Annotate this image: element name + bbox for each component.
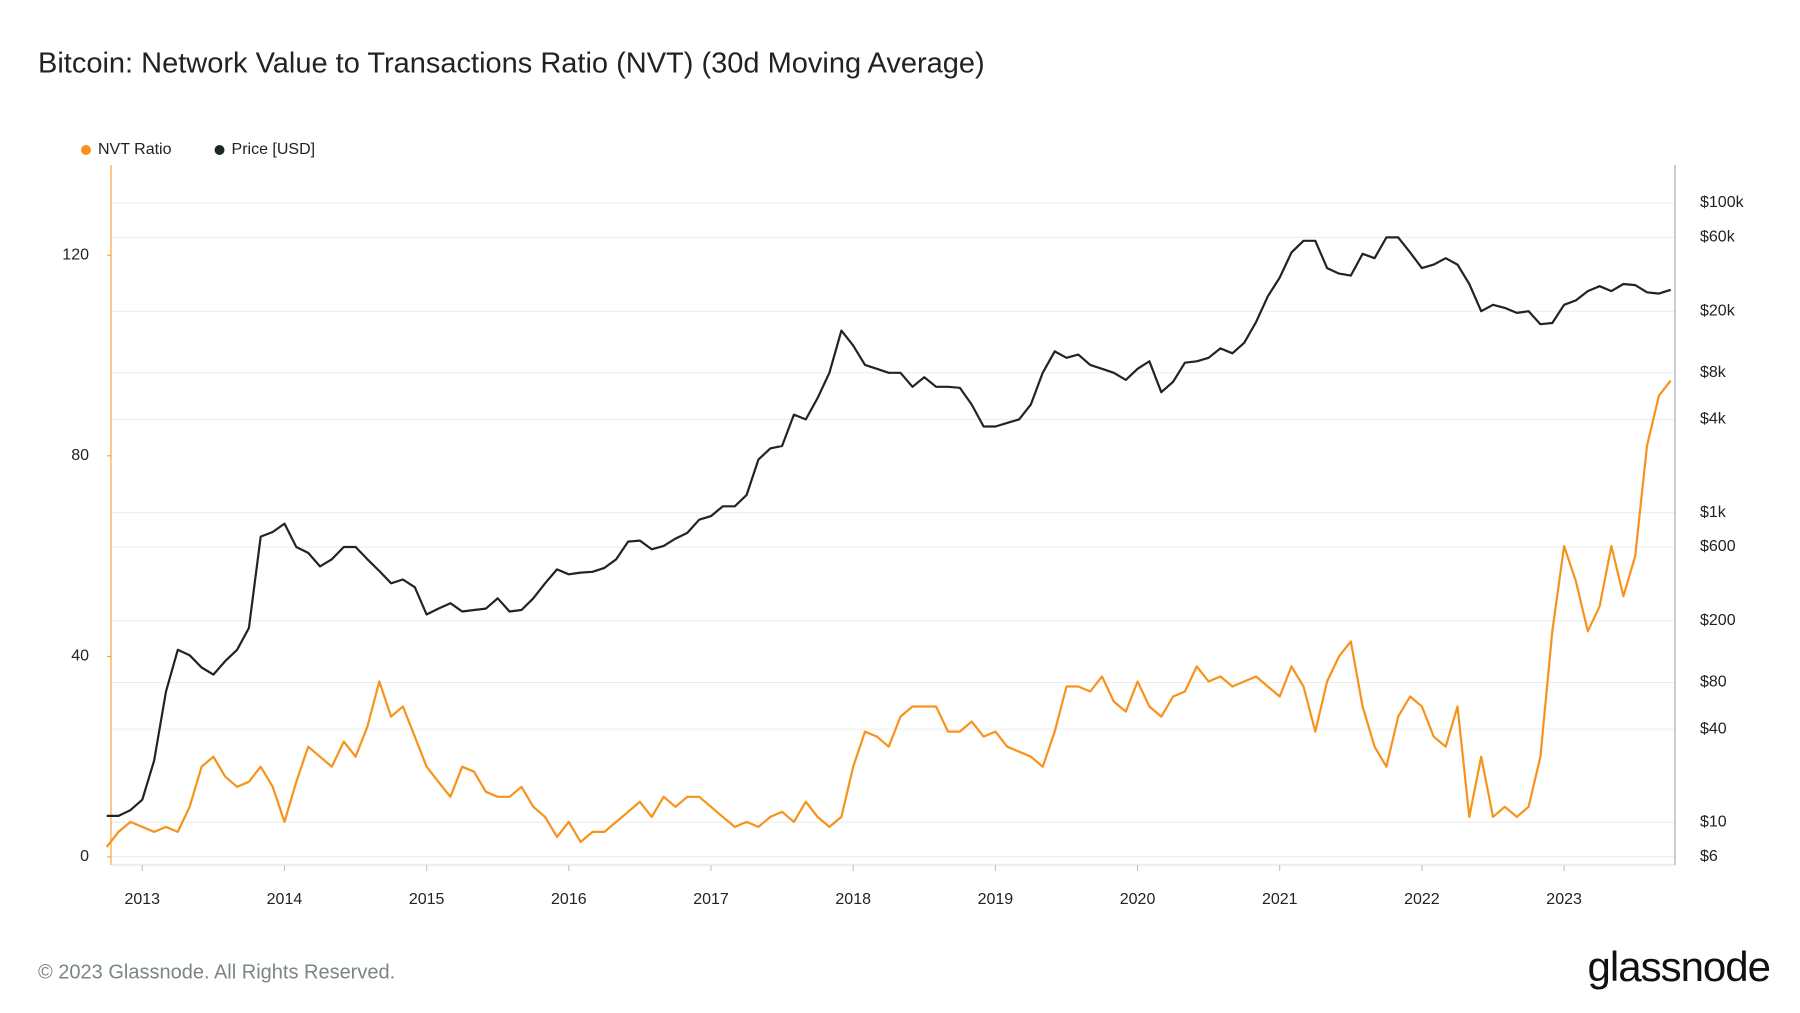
y2-tick-label: $1k: [1700, 504, 1727, 521]
legend-label: Price [USD]: [232, 141, 316, 158]
y2-tick-label: $600: [1700, 538, 1736, 555]
y-tick-label: 120: [62, 246, 89, 263]
chart-title: Bitcoin: Network Value to Transactions R…: [38, 48, 985, 80]
y2-tick-label: $40: [1700, 720, 1727, 737]
brand-logo: glassnode: [1588, 943, 1770, 990]
y2-tick-label: $200: [1700, 612, 1736, 629]
x-tick-label: 2023: [1546, 891, 1582, 908]
x-tick-label: 2020: [1120, 891, 1156, 908]
x-tick-label: 2022: [1404, 891, 1440, 908]
x-tick-label: 2015: [409, 891, 445, 908]
y2-tick-label: $60k: [1700, 229, 1736, 246]
y-tick-label: 0: [80, 848, 89, 865]
legend-marker: [214, 145, 225, 155]
y2-tick-label: $20k: [1700, 302, 1736, 319]
y2-tick-label: $100k: [1700, 194, 1745, 211]
x-tick-label: 2017: [693, 891, 729, 908]
y-tick-label: 80: [71, 447, 89, 464]
y2-tick-label: $6: [1700, 848, 1718, 865]
y2-tick-label: $4k: [1700, 411, 1727, 428]
x-tick-label: 2018: [835, 891, 871, 908]
y-tick-label: 40: [71, 648, 89, 665]
footer-note: © 2023 Glassnode. All Rights Reserved.: [38, 961, 395, 983]
y2-tick-label: $80: [1700, 674, 1727, 691]
x-tick-label: 2016: [551, 891, 587, 908]
x-tick-label: 2021: [1262, 891, 1298, 908]
legend-label: NVT Ratio: [98, 141, 172, 158]
x-tick-label: 2014: [267, 891, 303, 908]
x-tick-label: 2019: [978, 891, 1014, 908]
series-line: [105, 379, 1672, 848]
x-tick-label: 2013: [124, 891, 160, 908]
legend-marker: [81, 145, 91, 155]
y2-tick-label: $8k: [1700, 364, 1727, 381]
y2-tick-label: $10: [1700, 814, 1727, 831]
series-line: [106, 236, 1672, 817]
